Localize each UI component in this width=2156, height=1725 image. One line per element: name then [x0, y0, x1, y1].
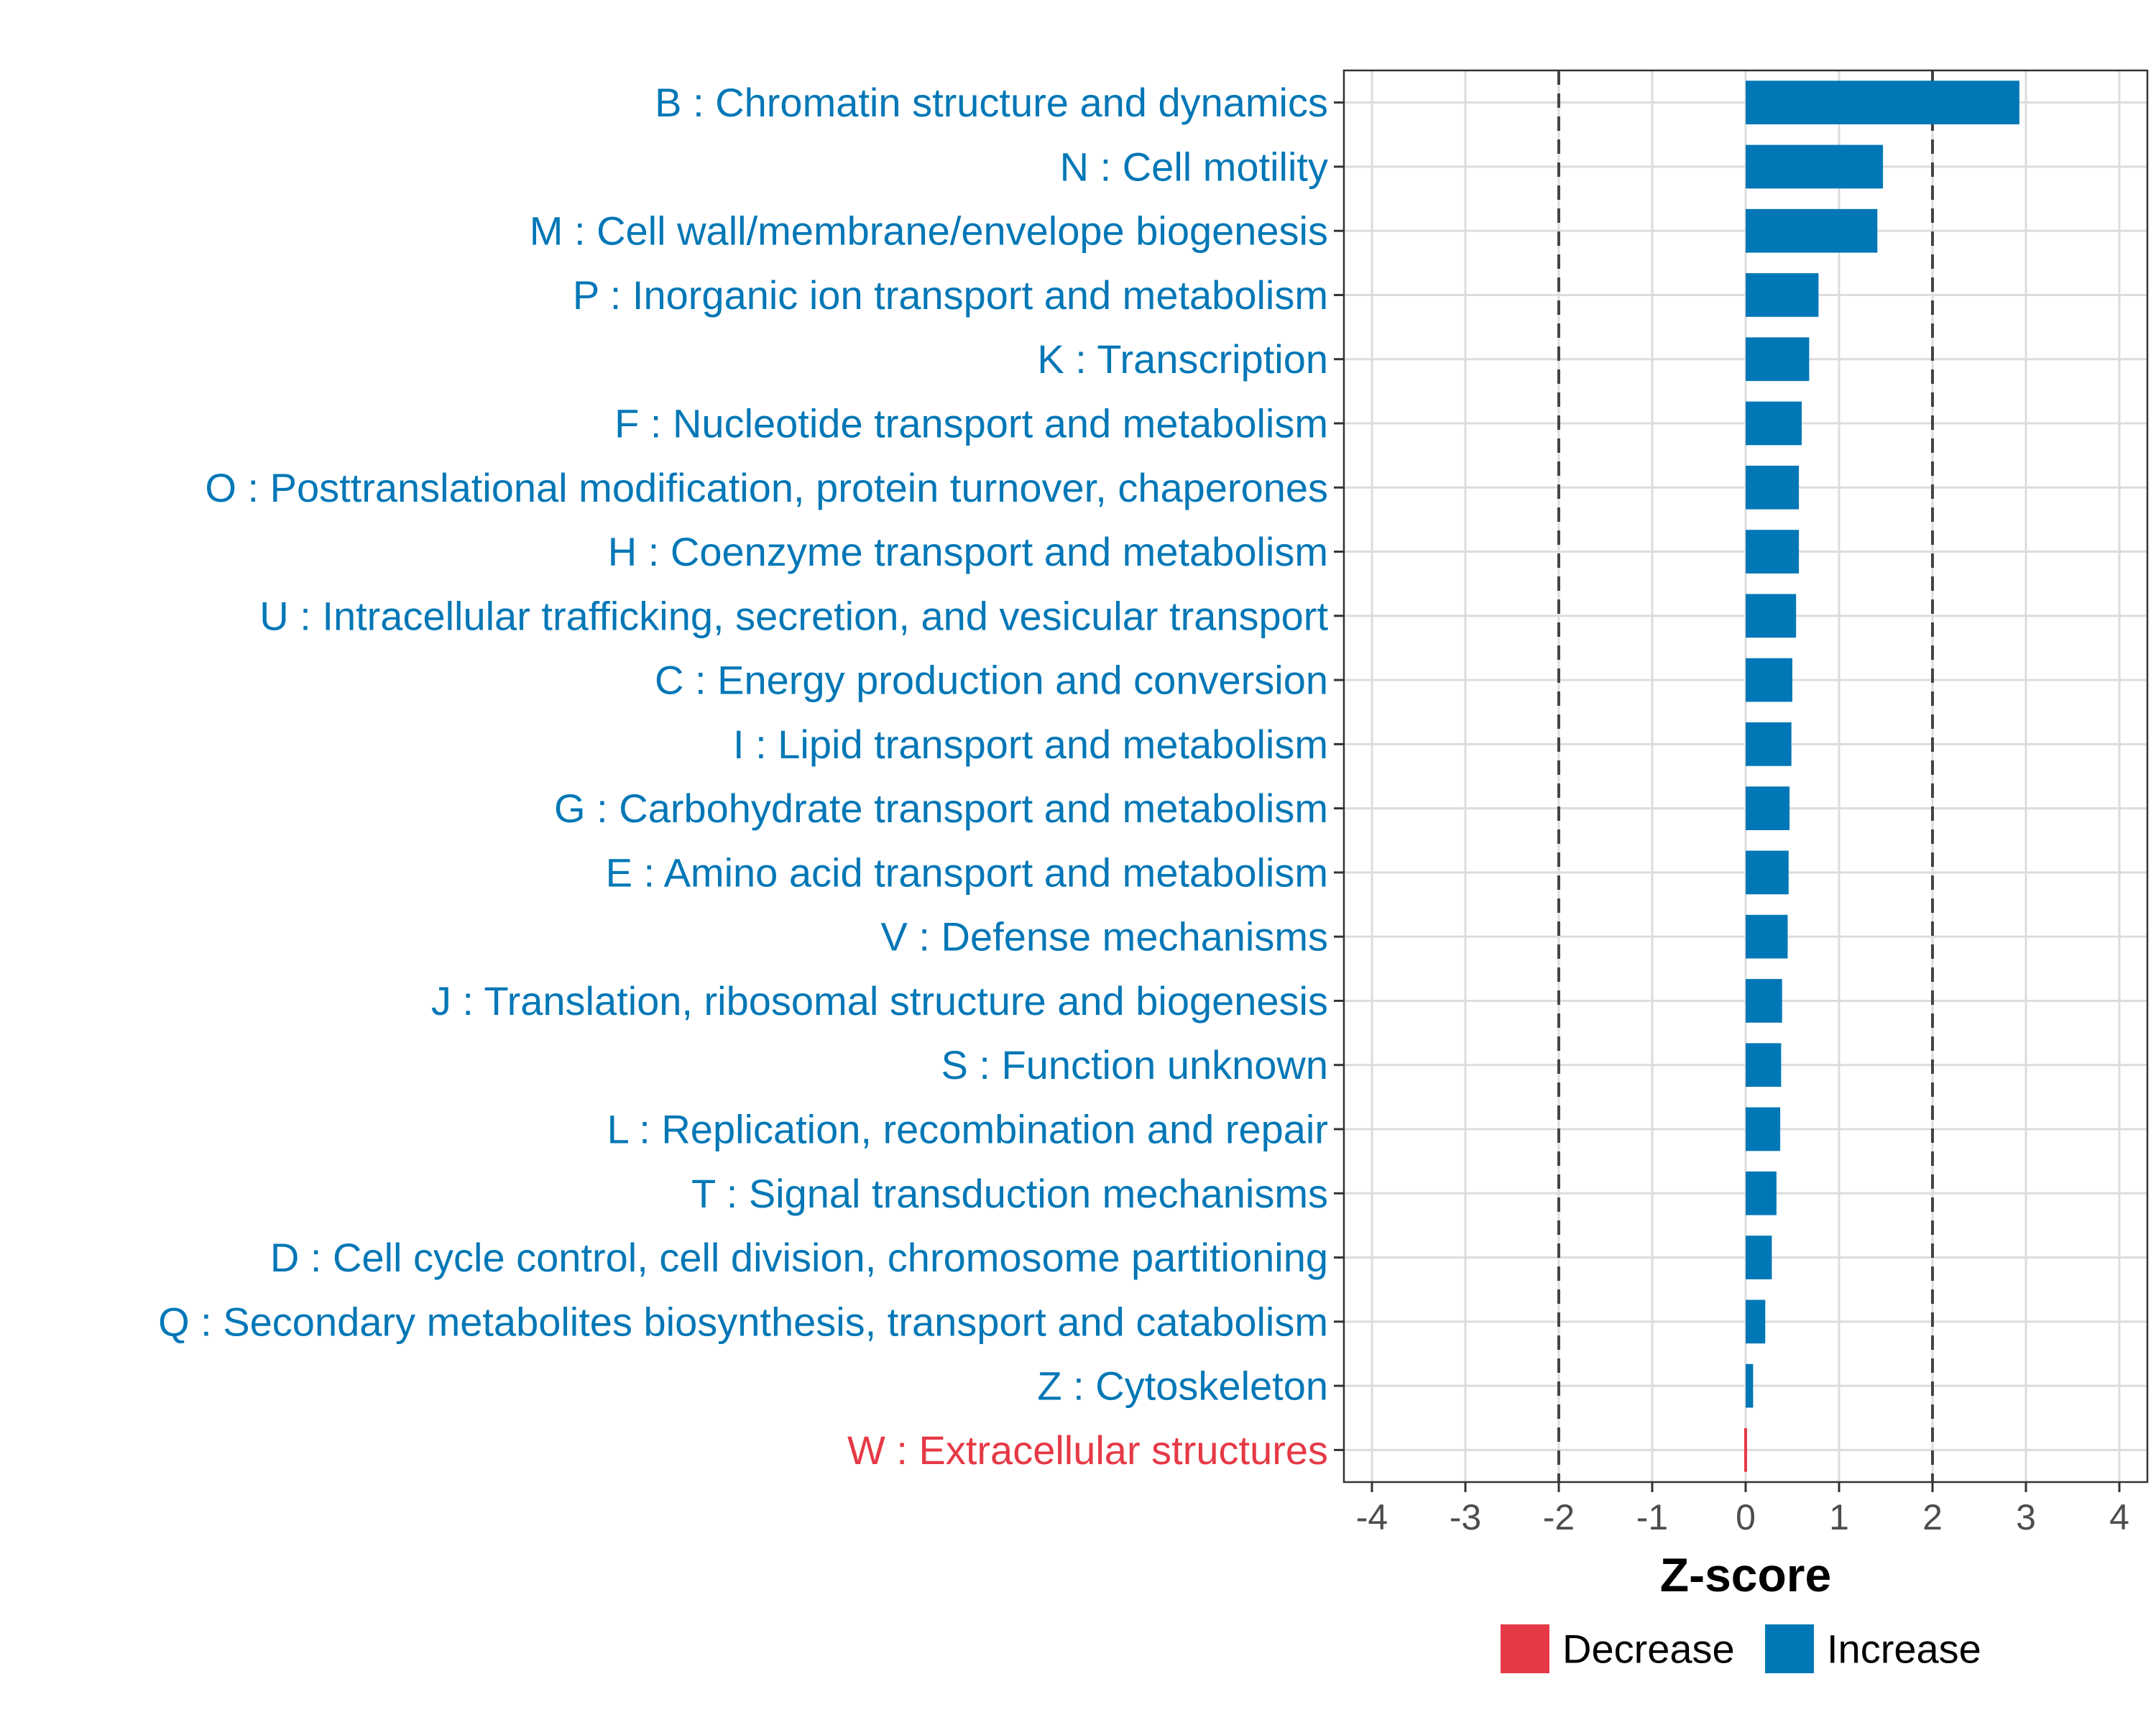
x-axis-ticks	[1370, 1482, 2121, 1492]
x-axis-title: Z-score	[1660, 1548, 1831, 1601]
x-tick-label: -1	[1636, 1497, 1668, 1537]
bars	[1744, 80, 2019, 1472]
category-label: T : Signal transduction mechanisms	[691, 1171, 1328, 1216]
x-tick-label: -4	[1356, 1497, 1388, 1537]
category-label: N : Cell motility	[1060, 144, 1328, 189]
category-label: B : Chromatin structure and dynamics	[655, 80, 1328, 125]
y-axis-ticks	[1334, 101, 1344, 1451]
category-label: I : Lipid transport and metabolism	[733, 722, 1328, 767]
category-label: Z : Cytoskeleton	[1037, 1363, 1328, 1409]
x-tick-label: 4	[2109, 1497, 2129, 1537]
bar	[1746, 979, 1782, 1023]
category-label: V : Defense mechanisms	[881, 914, 1328, 960]
category-label: L : Replication, recombination and repai…	[607, 1107, 1328, 1152]
bar	[1746, 144, 1884, 189]
category-label: J : Translation, ribosomal structure and…	[431, 978, 1328, 1024]
bar	[1746, 208, 1878, 253]
category-label: P : Inorganic ion transport and metaboli…	[573, 272, 1328, 318]
y-axis-labels: B : Chromatin structure and dynamics N : …	[158, 80, 1328, 1473]
legend-label-decrease: Decrease	[1562, 1627, 1735, 1672]
bar	[1746, 1043, 1782, 1087]
legend-swatch-increase	[1765, 1624, 1814, 1673]
legend: Decrease Increase	[1501, 1624, 1981, 1673]
category-label: F : Nucleotide transport and metabolism	[614, 401, 1328, 446]
bar	[1746, 273, 1819, 317]
category-label: H : Coenzyme transport and metabolism	[608, 529, 1328, 574]
bar	[1746, 530, 1800, 574]
x-tick-label: -3	[1450, 1497, 1481, 1537]
bar	[1746, 1363, 1754, 1408]
category-label: W : Extracellular structures	[847, 1427, 1328, 1473]
bar	[1746, 914, 1788, 959]
bar	[1746, 722, 1792, 766]
bar	[1746, 465, 1800, 510]
category-label: S : Function unknown	[941, 1042, 1328, 1087]
bar	[1746, 80, 2019, 124]
bar	[1746, 1300, 1766, 1344]
x-tick-label: 1	[1829, 1497, 1849, 1537]
bar	[1746, 1236, 1772, 1279]
reference-lines	[1557, 70, 1934, 1482]
bar	[1744, 1428, 1747, 1472]
bar	[1746, 594, 1797, 638]
bar	[1746, 786, 1790, 830]
legend-label-increase: Increase	[1827, 1627, 1981, 1672]
bar	[1746, 658, 1792, 702]
bar	[1746, 850, 1789, 895]
x-tick-label: -2	[1543, 1497, 1575, 1537]
category-label: C : Energy production and conversion	[655, 658, 1328, 703]
bar	[1746, 1171, 1777, 1215]
x-tick-label: 0	[1736, 1497, 1756, 1537]
category-label: O : Posttranslational modification, prot…	[205, 465, 1328, 510]
x-tick-label: 3	[2016, 1497, 2036, 1537]
category-label: M : Cell wall/membrane/envelope biogenes…	[530, 208, 1328, 254]
legend-swatch-decrease	[1501, 1624, 1549, 1673]
x-axis-labels: -4 -3 -2 -1 0 1 2 3 4	[1356, 1497, 2129, 1537]
bar	[1746, 337, 1810, 382]
category-label: Q : Secondary metabolites biosynthesis, …	[158, 1299, 1328, 1344]
x-tick-label: 2	[1922, 1497, 1943, 1537]
category-label: U : Intracellular trafficking, secretion…	[259, 593, 1328, 638]
bar	[1746, 401, 1802, 446]
category-label: K : Transcription	[1037, 336, 1328, 382]
bar	[1746, 1107, 1781, 1151]
category-label: G : Carbohydrate transport and metabolis…	[554, 786, 1328, 831]
category-label: D : Cell cycle control, cell division, c…	[270, 1235, 1328, 1280]
category-label: E : Amino acid transport and metabolism	[606, 850, 1328, 895]
